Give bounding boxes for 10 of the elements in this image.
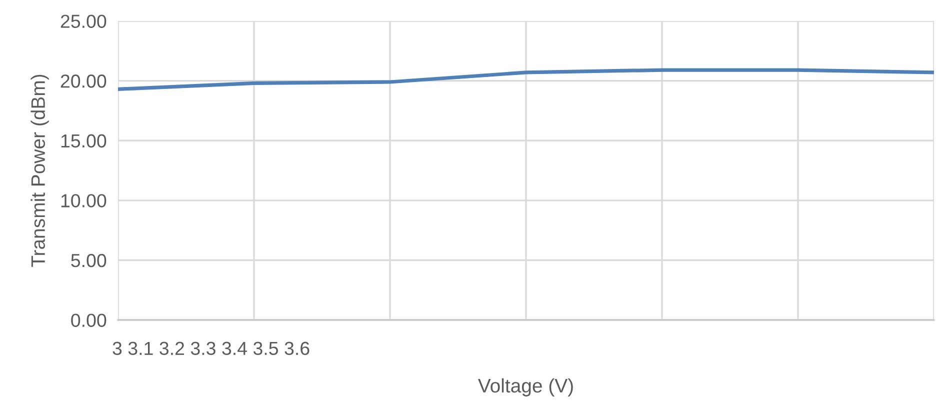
y-tick-label: 25.00 xyxy=(60,14,106,28)
y-tick-label: 0.00 xyxy=(71,314,106,327)
y-tick-label: 20.00 xyxy=(60,74,106,88)
line-series xyxy=(118,68,934,91)
y-tick-label: 10.00 xyxy=(61,194,106,208)
y-axis-title: Transmit Power (dBm) xyxy=(30,74,49,267)
y-tick-label: 15.00 xyxy=(61,134,106,148)
y-tick-label: 5.00 xyxy=(71,254,106,268)
x-axis-title: Voltage (V) xyxy=(478,378,573,396)
text: 3 3.1 3.2 3.3 3.4 3.5 3.6 xyxy=(112,342,310,356)
